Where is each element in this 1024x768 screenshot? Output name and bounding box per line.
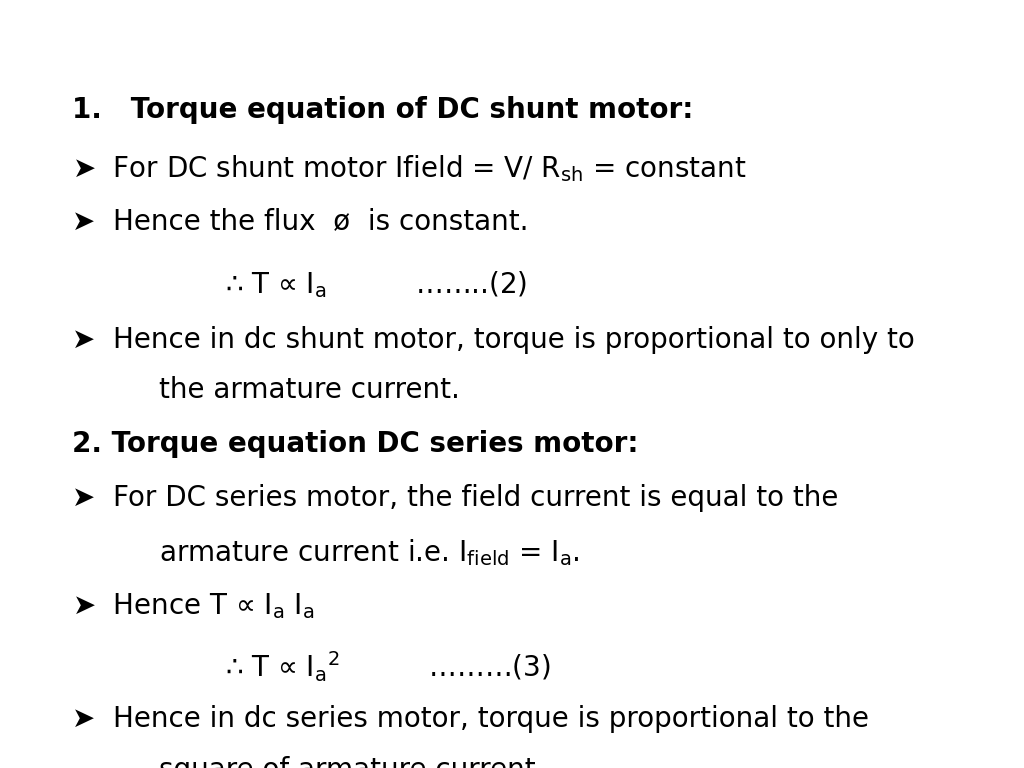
Text: ➤  Hence in dc series motor, torque is proportional to the: ➤ Hence in dc series motor, torque is pr…	[72, 705, 868, 733]
Text: the armature current.: the armature current.	[159, 376, 460, 404]
Text: 1.   Torque equation of DC shunt motor:: 1. Torque equation of DC shunt motor:	[72, 96, 693, 124]
Text: ➤  For DC shunt motor Ifield = V/ R$_\mathregular{sh}$ = constant: ➤ For DC shunt motor Ifield = V/ R$_\mat…	[72, 154, 746, 184]
Text: ➤  Hence in dc shunt motor, torque is proportional to only to: ➤ Hence in dc shunt motor, torque is pro…	[72, 326, 914, 354]
Text: armature current i.e. I$_\mathregular{field}$ = I$_\mathregular{a}$.: armature current i.e. I$_\mathregular{fi…	[159, 538, 580, 568]
Text: ∴ T ∝ I$_\mathregular{a}$          ……..(2): ∴ T ∝ I$_\mathregular{a}$ ……..(2)	[225, 269, 527, 300]
Text: ➤  For DC series motor, the field current is equal to the: ➤ For DC series motor, the field current…	[72, 484, 838, 511]
Text: square of armature current.: square of armature current.	[159, 756, 544, 768]
Text: ➤  Hence the flux  ø  is constant.: ➤ Hence the flux ø is constant.	[72, 207, 528, 235]
Text: 2. Torque equation DC series motor:: 2. Torque equation DC series motor:	[72, 430, 638, 458]
Text: ∴ T ∝ I$_\mathregular{a}$$^\mathregular{2}$          ………(3): ∴ T ∝ I$_\mathregular{a}$$^\mathregular{…	[225, 649, 551, 684]
Text: ➤  Hence T ∝ I$_\mathregular{a}$ I$_\mathregular{a}$: ➤ Hence T ∝ I$_\mathregular{a}$ I$_\math…	[72, 591, 314, 621]
